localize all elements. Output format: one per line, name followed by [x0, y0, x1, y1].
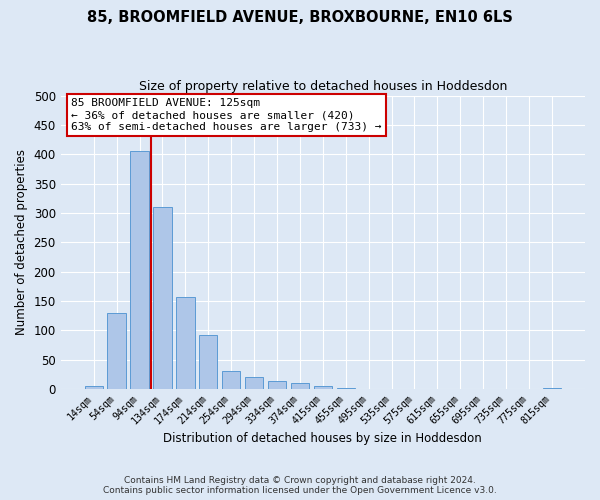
Bar: [85, 386, 103, 389]
Bar: [107, 312, 126, 389]
Y-axis label: Number of detached properties: Number of detached properties: [15, 150, 28, 336]
Text: 85 BROOMFIELD AVENUE: 125sqm
← 36% of detached houses are smaller (420)
63% of s: 85 BROOMFIELD AVENUE: 125sqm ← 36% of de…: [71, 98, 382, 132]
Bar: [543, 388, 561, 389]
Text: Contains HM Land Registry data © Crown copyright and database right 2024.
Contai: Contains HM Land Registry data © Crown c…: [103, 476, 497, 495]
Bar: [130, 152, 149, 389]
Text: 85, BROOMFIELD AVENUE, BROXBOURNE, EN10 6LS: 85, BROOMFIELD AVENUE, BROXBOURNE, EN10 …: [87, 10, 513, 25]
Bar: [314, 386, 332, 389]
Bar: [153, 207, 172, 389]
Bar: [268, 381, 286, 389]
Bar: [222, 372, 241, 389]
Bar: [337, 388, 355, 389]
Title: Size of property relative to detached houses in Hoddesdon: Size of property relative to detached ho…: [139, 80, 507, 93]
Bar: [176, 297, 194, 389]
Bar: [199, 335, 217, 389]
Bar: [245, 376, 263, 389]
X-axis label: Distribution of detached houses by size in Hoddesdon: Distribution of detached houses by size …: [163, 432, 482, 445]
Bar: [291, 383, 309, 389]
